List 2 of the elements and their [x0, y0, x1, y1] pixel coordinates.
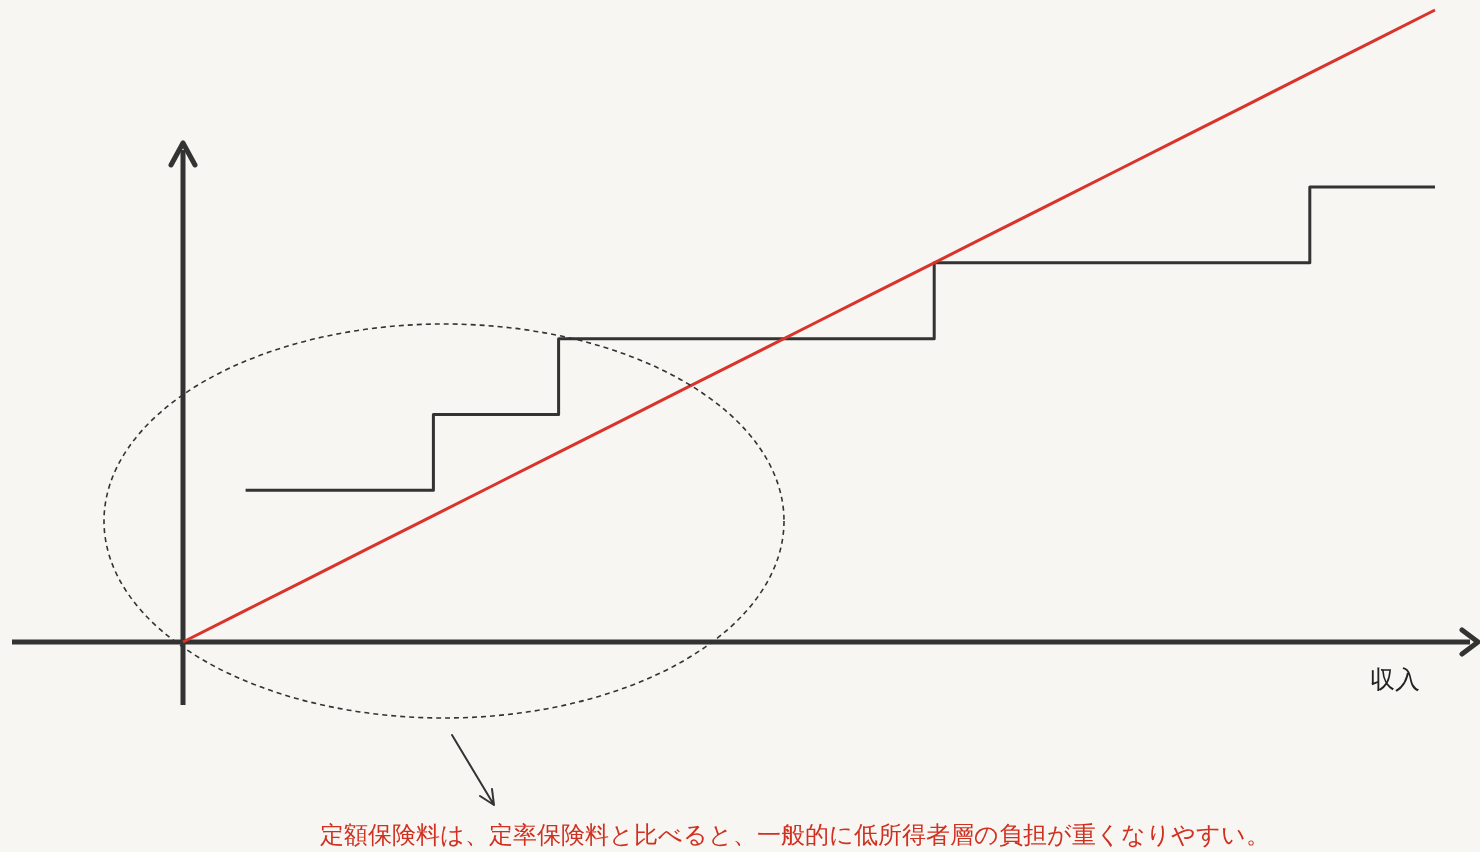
text: 定額保険料は、定率保険料と比べると、一般的に低所得者層の負担が重くなりやすい。 [320, 821, 1270, 848]
x-axis-title: 収入 [1370, 665, 1420, 693]
